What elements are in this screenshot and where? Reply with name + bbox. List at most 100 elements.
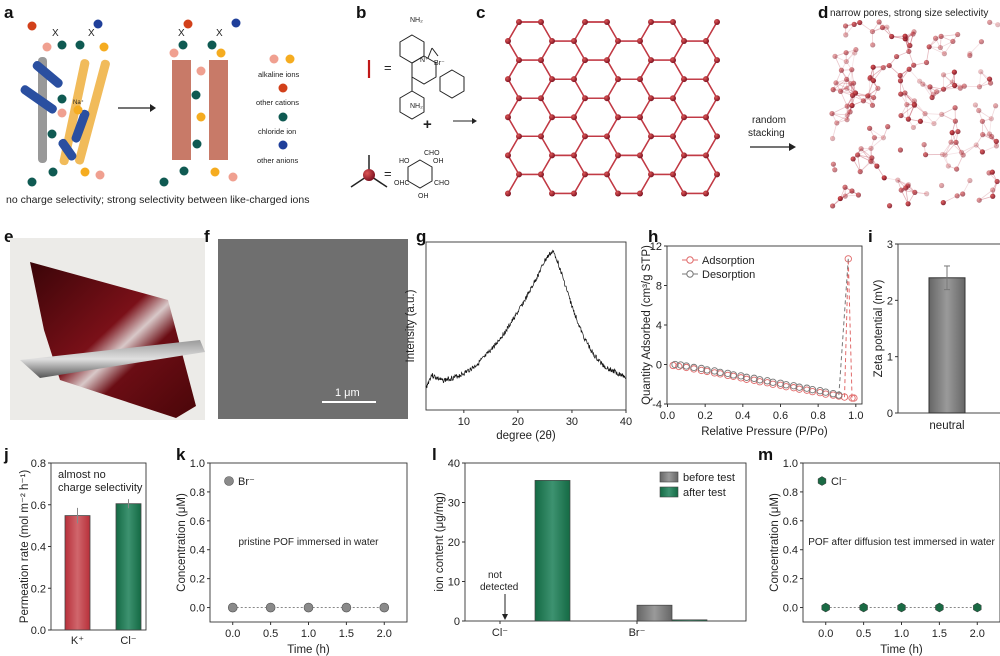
lattice-node <box>916 78 923 84</box>
lattice-bond <box>507 59 520 80</box>
lattice-node <box>844 76 850 82</box>
panel-a-caption: no charge selectivity; strong selectivit… <box>6 194 310 206</box>
chloride-ion <box>191 90 201 100</box>
lattice-node <box>940 86 947 92</box>
lattice-node <box>993 138 999 145</box>
adsorption-dashed-line <box>844 258 853 399</box>
lattice-node <box>648 57 654 64</box>
lattice-node <box>516 95 522 102</box>
lattice-node <box>714 95 720 102</box>
lattice-node <box>837 195 843 202</box>
permeation-ytick-label: 0.4 <box>31 542 46 554</box>
lattice-bond <box>540 135 553 156</box>
isotherm-ytick-label: -4 <box>652 399 662 411</box>
isotherm-ytick-label: 4 <box>656 320 662 332</box>
ion-label: Na⁺ <box>73 99 84 106</box>
desorption-point <box>756 376 764 384</box>
lattice-node <box>615 152 621 159</box>
isotherm-ytick-label: 12 <box>650 241 662 253</box>
lattice-node <box>955 128 961 135</box>
lattice-node <box>868 145 874 151</box>
lattice-node <box>979 149 985 155</box>
desorption-point <box>769 378 777 386</box>
lattice-bond <box>851 52 856 70</box>
legend-alkaline-ions: alkaline ions <box>258 70 300 79</box>
desorption-point <box>808 386 817 394</box>
br-release-ytick-label: 0.4 <box>190 545 205 557</box>
alkaline-ion <box>42 42 52 52</box>
blocked-mark: X <box>88 28 95 39</box>
lattice-bond <box>540 59 553 80</box>
desorption-point <box>729 371 738 379</box>
lattice-node <box>858 146 864 152</box>
lattice-node <box>851 21 857 27</box>
lattice-node <box>978 39 985 45</box>
lattice-node <box>995 22 1000 28</box>
lattice-node <box>905 116 911 122</box>
ion-content-ytick-label: 20 <box>448 537 460 549</box>
xrd-plot-frame <box>425 241 627 411</box>
ion-content-bar-after-test <box>671 619 708 622</box>
ion-content-category-label: Cl⁻ <box>492 627 508 639</box>
cl-release-ylabel: Concentration (μM) <box>769 493 781 592</box>
lattice-bond <box>606 21 619 42</box>
other-cation <box>27 21 37 31</box>
zeta-category-label: neutral <box>929 420 964 432</box>
lattice-node <box>886 203 893 209</box>
lattice-bond <box>925 113 942 115</box>
oh-label: OH <box>418 193 429 200</box>
desorption-point <box>690 363 698 372</box>
lattice-node <box>973 142 979 148</box>
blocked-mark: X <box>178 28 185 39</box>
br-release-xlabel: Time (h) <box>287 644 330 656</box>
lattice-node <box>549 76 555 83</box>
adsorption-point <box>776 381 785 389</box>
lattice-bond <box>507 21 520 42</box>
lattice-node <box>893 53 900 60</box>
lattice-bond <box>922 83 933 98</box>
lattice-node <box>895 177 901 183</box>
lattice-node <box>844 85 850 91</box>
lattice-node <box>922 152 929 158</box>
lattice-node <box>932 35 939 41</box>
lattice-node <box>931 120 937 127</box>
lattice-node <box>571 76 577 83</box>
lattice-node <box>917 118 924 124</box>
n-plus-label: N⁺ <box>420 57 429 64</box>
alkaline-ion <box>73 105 83 115</box>
desorption-point <box>697 364 706 373</box>
lattice-bond <box>672 135 685 156</box>
pore-wall-left <box>172 60 191 160</box>
lattice-node <box>832 167 838 173</box>
panel-e-film-photo <box>10 238 205 420</box>
br-release-xtick-label: 1.0 <box>301 628 316 640</box>
br-release-point <box>341 602 352 613</box>
adsorption-point <box>782 383 790 391</box>
panel-label-e: e <box>4 227 13 246</box>
panel-label-m: m <box>758 445 773 464</box>
alkaline-ion <box>216 48 226 58</box>
lattice-node <box>904 101 910 108</box>
lattice-bond <box>978 189 993 201</box>
desorption-point <box>822 388 830 396</box>
lattice-node <box>842 193 848 199</box>
permeation-ytick-label: 0.8 <box>31 458 46 470</box>
lattice-node <box>898 187 904 193</box>
lattice-node <box>881 175 887 181</box>
zeta-ylabel: Zeta potential (mV) <box>873 279 885 377</box>
lattice-bond <box>672 97 685 118</box>
cl-release-legend-marker <box>817 476 827 486</box>
lattice-node <box>850 156 856 162</box>
lattice-bond <box>573 78 586 99</box>
cl-release-xtick-label: 1.0 <box>894 628 909 640</box>
lattice-node <box>714 171 720 178</box>
lattice-node <box>870 77 877 84</box>
lattice-node <box>937 44 943 51</box>
lattice-node <box>898 91 904 97</box>
lattice-node <box>978 69 984 75</box>
desorption-point <box>737 372 745 380</box>
lattice-node <box>889 33 895 40</box>
adsorption-point <box>724 371 732 380</box>
adsorption-point <box>750 376 758 384</box>
desorption-point <box>677 361 685 369</box>
